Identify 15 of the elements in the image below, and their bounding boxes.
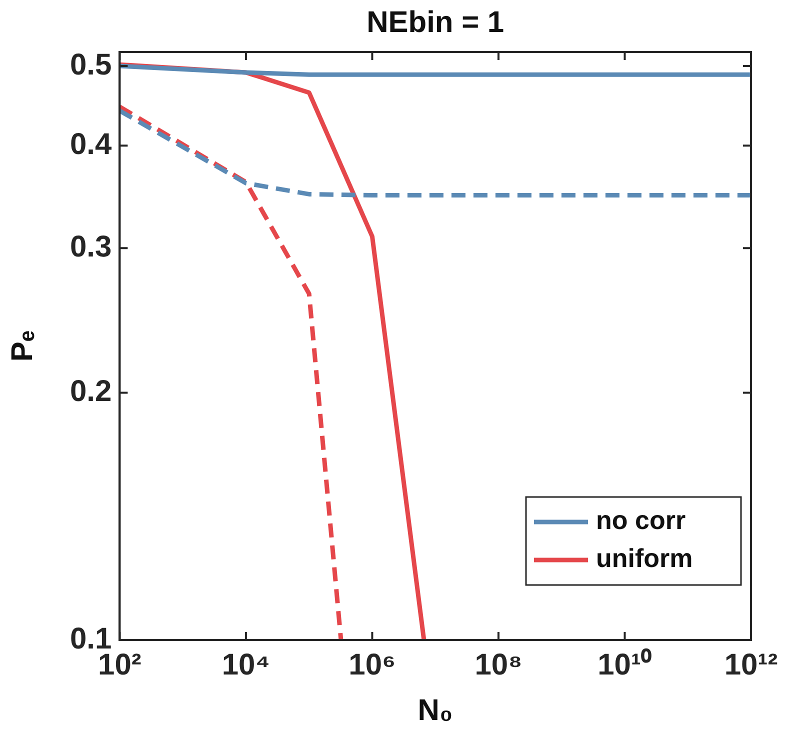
legend-label: no corr [596,505,686,536]
x-tick-label: 10¹⁰ [598,647,652,682]
y-axis-title: Pₑ [6,330,39,362]
x-tick-label: 10⁸ [474,648,522,682]
x-tick-label: 10⁶ [348,648,396,682]
y-tick-label: 0.2 [70,375,112,408]
y-tick-label: 0.3 [70,230,112,264]
x-tick-label: 10⁴ [222,648,270,682]
y-tick-label: 0.4 [70,128,112,161]
y-tick-label: 0.5 [70,48,112,82]
legend-label: uniform [596,543,693,574]
chart-title: NEbin = 1 [366,6,504,39]
x-tick-label: 10¹² [724,648,778,682]
x-tick-label: 10² [98,648,142,682]
x-axis-title: N₀ [418,694,453,727]
